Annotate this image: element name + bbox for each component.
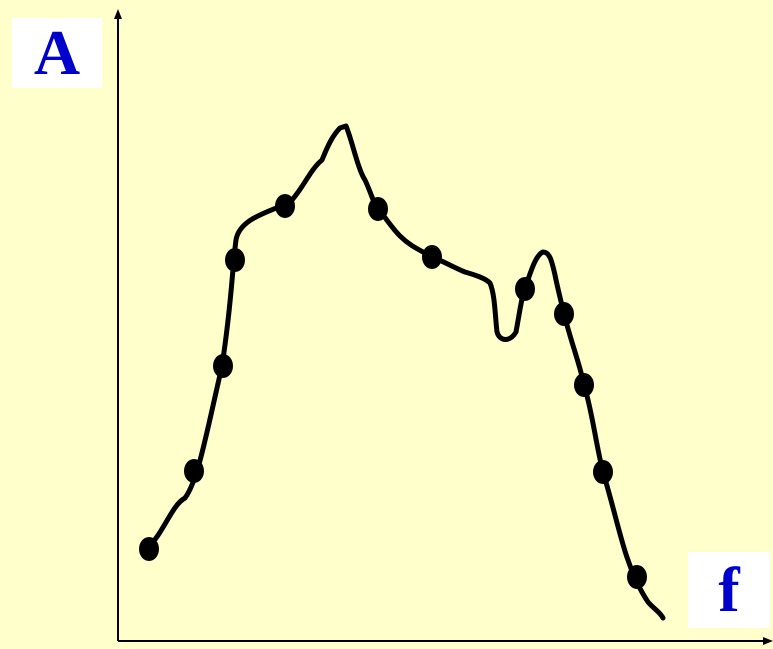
curve-point bbox=[422, 245, 442, 269]
x-axis-label-text: f bbox=[718, 554, 740, 625]
curve-point bbox=[139, 537, 159, 561]
curve-point bbox=[368, 197, 388, 221]
curve-point bbox=[275, 194, 295, 218]
curve-point bbox=[593, 460, 613, 484]
curve-point bbox=[554, 302, 574, 326]
curve-point bbox=[574, 373, 594, 397]
y-axis-label: A bbox=[12, 18, 102, 88]
y-axis-label-text: A bbox=[33, 17, 81, 88]
spectrum-curve bbox=[145, 123, 666, 621]
x-axis-label: f bbox=[688, 552, 770, 628]
curve-point bbox=[627, 565, 647, 589]
curve-point bbox=[184, 459, 204, 483]
curve-point bbox=[225, 248, 245, 272]
curve-point bbox=[515, 277, 535, 301]
curve-point bbox=[213, 354, 233, 378]
